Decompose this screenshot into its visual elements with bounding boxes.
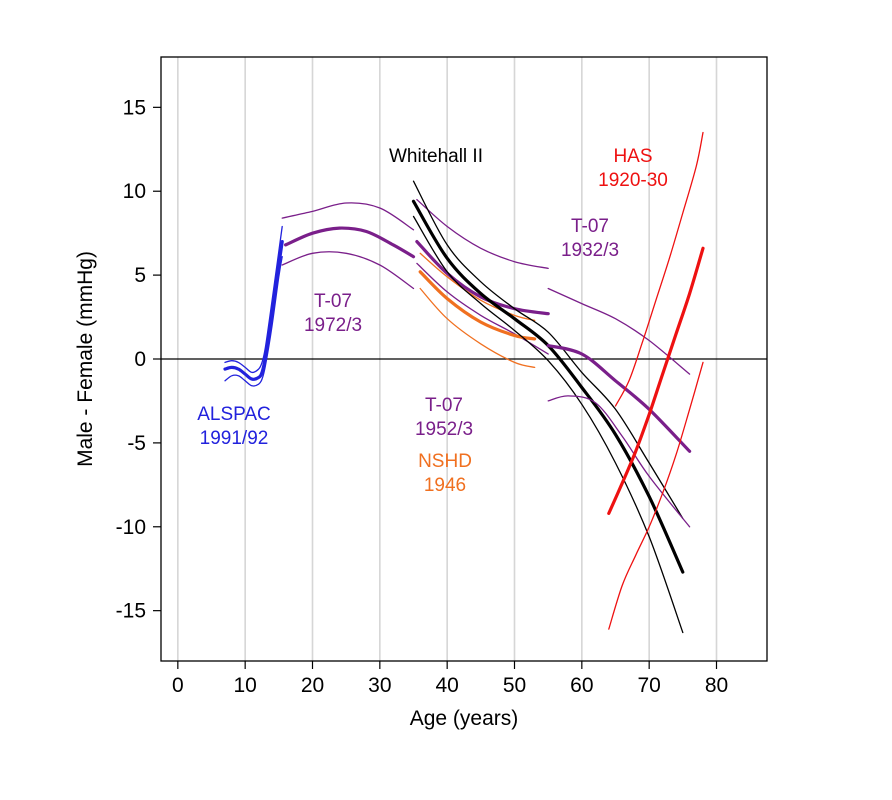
series-line-nshd-upper bbox=[419, 252, 536, 322]
annotation-t07-1952: T-07 1952/3 bbox=[415, 395, 473, 440]
y-tick-label: 0 bbox=[134, 348, 146, 371]
x-axis-title: Age (years) bbox=[410, 707, 519, 730]
annotation-t07-1932: T-07 1932/3 bbox=[561, 216, 619, 261]
x-tick-label: 10 bbox=[233, 674, 256, 697]
x-tick-label: 80 bbox=[705, 674, 728, 697]
y-tick-label: -5 bbox=[127, 432, 146, 455]
y-tick-label: 10 bbox=[123, 180, 146, 203]
annotation-t07-1972: T-07 1972/3 bbox=[304, 291, 362, 336]
series-line-whitehall-estimate bbox=[411, 199, 685, 574]
series-line-alspac-lower bbox=[224, 256, 283, 387]
series-line-nshd-lower bbox=[419, 287, 536, 369]
y-tick-label: -15 bbox=[116, 600, 146, 623]
annotation-line: 1972/3 bbox=[304, 315, 362, 336]
annotation-line: Whitehall II bbox=[389, 146, 483, 167]
annotation-line: T-07 bbox=[571, 216, 609, 237]
y-tick-label: 5 bbox=[134, 264, 146, 287]
series-line-t07-lower bbox=[416, 262, 549, 355]
y-tick-label: 15 bbox=[123, 96, 146, 119]
series-line-has-lower bbox=[608, 361, 704, 630]
series-line-t07-upper bbox=[416, 198, 549, 270]
cohort-annotations: ALSPAC 1991/92 T-07 1972/3 T-07 1952/3 NSHD 194… bbox=[197, 146, 668, 496]
annotation-has: HAS 1920-30 bbox=[598, 146, 668, 191]
series-line-whitehall-upper bbox=[412, 180, 684, 520]
series-line-t07-lower bbox=[281, 251, 415, 290]
x-tick-label: 60 bbox=[570, 674, 593, 697]
annotation-line: T-07 bbox=[425, 395, 463, 416]
annotation-line: NSHD bbox=[418, 451, 472, 472]
x-tick-label: 40 bbox=[435, 674, 458, 697]
annotation-line: 1952/3 bbox=[415, 419, 473, 440]
series-line-has-estimate bbox=[607, 246, 705, 515]
x-tick-label: 50 bbox=[503, 674, 526, 697]
x-tick-label: 70 bbox=[637, 674, 660, 697]
annotation-line: 1920-30 bbox=[598, 170, 668, 191]
series-line-alspac-upper bbox=[224, 225, 283, 374]
series-line-has-upper bbox=[614, 131, 704, 407]
y-axis-ticks: 15 10 5 0 -5 -10 -15 bbox=[116, 96, 161, 623]
annotation-line: 1932/3 bbox=[561, 240, 619, 261]
series-line-t07-estimate bbox=[546, 344, 692, 453]
series-line-t07-lower bbox=[547, 395, 691, 528]
series-line-t07-estimate bbox=[415, 240, 550, 316]
series-line-nshd-estimate bbox=[418, 270, 537, 341]
series-line-alspac-estimate bbox=[223, 240, 284, 381]
annotation-line: HAS bbox=[613, 146, 652, 167]
annotation-line: ALSPAC bbox=[197, 404, 271, 425]
x-tick-label: 30 bbox=[368, 674, 391, 697]
annotation-whitehall: Whitehall II bbox=[389, 146, 483, 167]
annotation-line: 1946 bbox=[424, 475, 466, 496]
series-lines bbox=[223, 131, 705, 634]
x-tick-label: 20 bbox=[301, 674, 324, 697]
series-line-whitehall-lower bbox=[412, 215, 684, 634]
annotation-line: 1991/92 bbox=[200, 428, 269, 449]
series-line-t07-estimate bbox=[284, 226, 416, 259]
x-tick-label: 0 bbox=[172, 674, 184, 697]
x-axis-ticks: 0 10 20 30 40 50 60 70 80 bbox=[172, 661, 728, 697]
annotation-nshd: NSHD 1946 bbox=[418, 451, 472, 496]
y-tick-label: -10 bbox=[116, 516, 146, 539]
annotation-line: T-07 bbox=[314, 291, 352, 312]
annotation-alspac: ALSPAC 1991/92 bbox=[197, 404, 271, 449]
series-line-t07-upper bbox=[281, 202, 415, 231]
y-axis-title: Male - Female (mmHg) bbox=[74, 251, 97, 467]
series-line-t07-upper bbox=[547, 287, 691, 375]
